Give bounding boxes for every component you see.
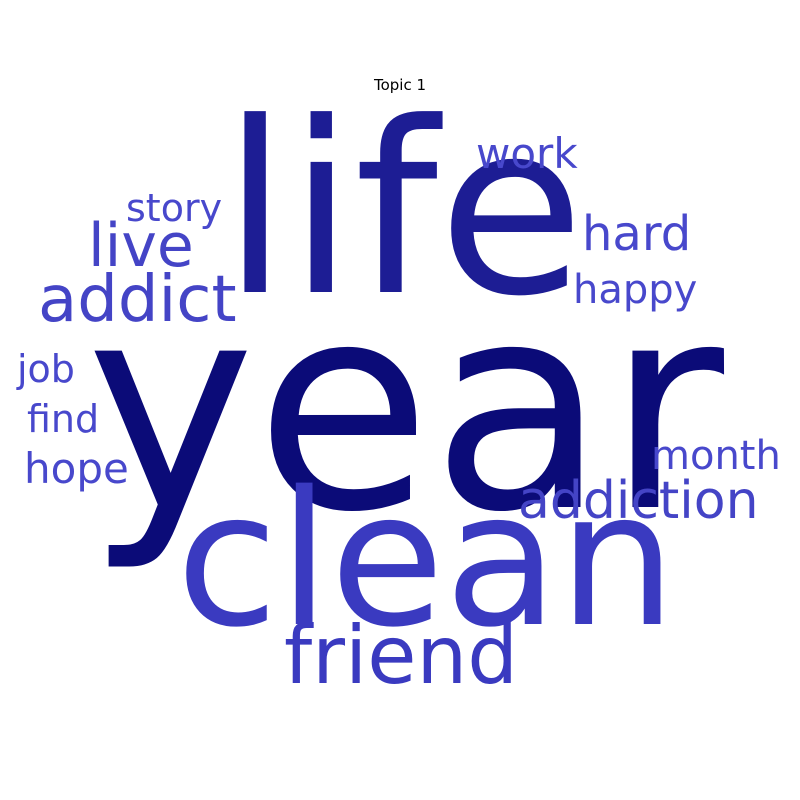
word-hard: hard xyxy=(582,206,692,262)
word-addict: addict xyxy=(38,263,237,337)
word-friend: friend xyxy=(284,609,518,702)
word-hope: hope xyxy=(24,444,129,493)
word-work: work xyxy=(476,129,578,178)
figure-title: Topic 1 xyxy=(373,76,427,94)
word-live: live xyxy=(88,211,194,281)
word-clean: clean xyxy=(176,451,677,668)
word-job: job xyxy=(17,347,75,391)
word-addiction: addiction xyxy=(518,471,759,531)
word-month: month xyxy=(651,433,781,479)
word-story: story xyxy=(126,186,223,230)
word-find: find xyxy=(27,397,100,441)
word-happy: happy xyxy=(573,267,698,313)
word-life: life xyxy=(222,72,585,349)
word-year: year xyxy=(86,243,725,575)
